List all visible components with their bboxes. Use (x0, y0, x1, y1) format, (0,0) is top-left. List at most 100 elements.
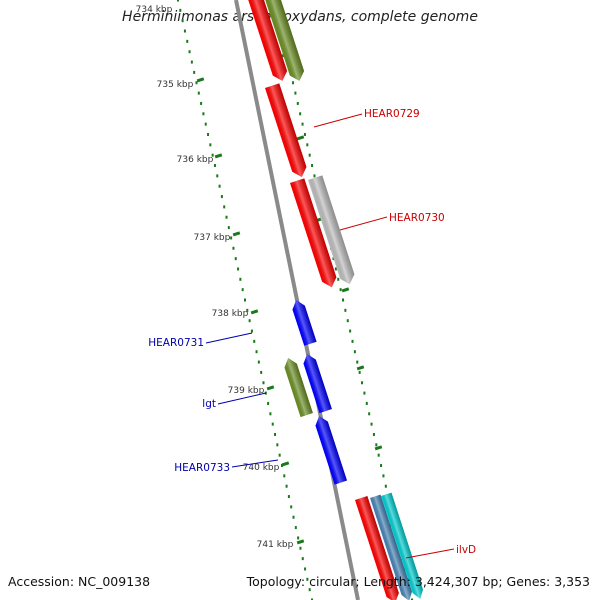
tick-dot (382, 474, 385, 478)
tick-dot (246, 308, 249, 312)
gene-arrow-shading (315, 415, 347, 485)
gene-label[interactable]: HEAR0729 (364, 108, 420, 120)
tick-dot (344, 308, 347, 312)
tick-dot (197, 91, 200, 95)
gene-arrow[interactable] (313, 414, 347, 485)
gene-arrow-shading (303, 353, 332, 414)
gene-label[interactable]: HEAR0733 (174, 462, 230, 474)
gene-features[interactable] (245, 0, 425, 600)
tick-label: 738 kbp (212, 309, 249, 319)
tick-dot (358, 370, 361, 374)
gene-arrow[interactable] (308, 175, 357, 286)
tick-label: 740 kbp (243, 463, 280, 473)
tick-dot (213, 164, 216, 168)
tick-dot (237, 267, 240, 271)
tick-major-dash (196, 77, 205, 83)
tick-dot (342, 298, 344, 302)
tick-dot (209, 143, 212, 147)
tick-dot (220, 195, 223, 199)
tick-dot (337, 277, 340, 281)
gene-arrow-shading (245, 0, 288, 81)
tick-dot (267, 401, 270, 405)
tick-dot (294, 91, 297, 95)
gene-label-leader (405, 548, 455, 559)
tick-dash (296, 135, 305, 141)
tick-label: 737 kbp (194, 233, 231, 243)
gene-arrow[interactable] (262, 0, 307, 83)
tick-dot (179, 8, 182, 12)
tick-dot (241, 288, 244, 292)
tick-dot (227, 226, 230, 230)
tick-dot (255, 350, 258, 354)
tick-dot (308, 153, 311, 157)
tick-dot (311, 164, 314, 168)
gene-arrow-shading (370, 494, 412, 600)
genome-summary-text: Topology: circular; Length: 3,424,307 bp… (246, 574, 590, 589)
gene-arrow-shading (308, 175, 355, 285)
gene-label-leader (339, 216, 388, 231)
tick-dot (181, 19, 184, 23)
tick-major-dash (214, 153, 223, 159)
tick-dot (361, 381, 364, 385)
tick-dot (290, 505, 293, 509)
gene-arrow[interactable] (301, 352, 332, 414)
tick-dot (193, 70, 196, 74)
gene-arrow[interactable] (265, 83, 309, 179)
tick-dot (377, 453, 380, 457)
tick-dot (200, 101, 203, 105)
tick-dash (374, 445, 383, 451)
tick-dot (375, 443, 378, 447)
tick-dot (304, 567, 307, 571)
tick-dot (308, 588, 311, 592)
tick-dot (280, 464, 283, 468)
tick-dot (262, 381, 265, 385)
tick-dot (372, 432, 375, 436)
tick-dot (211, 153, 214, 157)
gene-label[interactable]: ilvD (456, 544, 476, 556)
tick-dot (223, 205, 226, 209)
tick-dot (334, 267, 337, 271)
accession-text: Accession: NC_009138 (8, 574, 151, 589)
genome-backbone (234, 0, 360, 600)
tick-dot (283, 474, 286, 478)
gene-arrow-shading (284, 357, 313, 418)
tick-dot (380, 464, 383, 468)
tick-dot (306, 577, 309, 581)
tick-dot (370, 422, 373, 426)
gene-arrow[interactable] (282, 356, 313, 418)
gene-arrow[interactable] (290, 178, 339, 289)
tick-major-dash (281, 461, 290, 467)
gene-arrow-shading (355, 495, 399, 600)
tick-dot (190, 60, 193, 64)
tick-dot (339, 288, 342, 292)
tick-dot (368, 412, 371, 416)
gene-label[interactable]: lgt (202, 398, 216, 410)
tick-dot (274, 432, 277, 436)
tick-dot (411, 598, 413, 600)
tick-dot (250, 329, 253, 333)
tick-dot (195, 81, 198, 85)
tick-dot (202, 112, 205, 116)
tick-dot (207, 132, 210, 136)
tick-dot (299, 112, 302, 116)
tick-label: 734 kbp (136, 5, 173, 15)
gene-arrow[interactable] (355, 495, 401, 600)
gene-arrow[interactable] (370, 494, 414, 600)
gene-arrow[interactable] (381, 492, 425, 600)
tick-dot (311, 598, 313, 600)
gene-label[interactable]: HEAR0731 (148, 337, 204, 349)
tick-dot (186, 39, 189, 43)
tick-dot (294, 526, 297, 530)
gene-arrow[interactable] (290, 298, 317, 346)
tick-dot (353, 350, 356, 354)
tick-dot (299, 546, 302, 550)
tick-dot (257, 360, 260, 364)
tick-dot (216, 174, 219, 178)
tick-dot (292, 81, 295, 85)
tick-label: 735 kbp (157, 80, 194, 90)
gene-arrow[interactable] (245, 0, 290, 83)
tick-dot (204, 122, 207, 126)
gene-label[interactable]: HEAR0730 (389, 212, 445, 224)
